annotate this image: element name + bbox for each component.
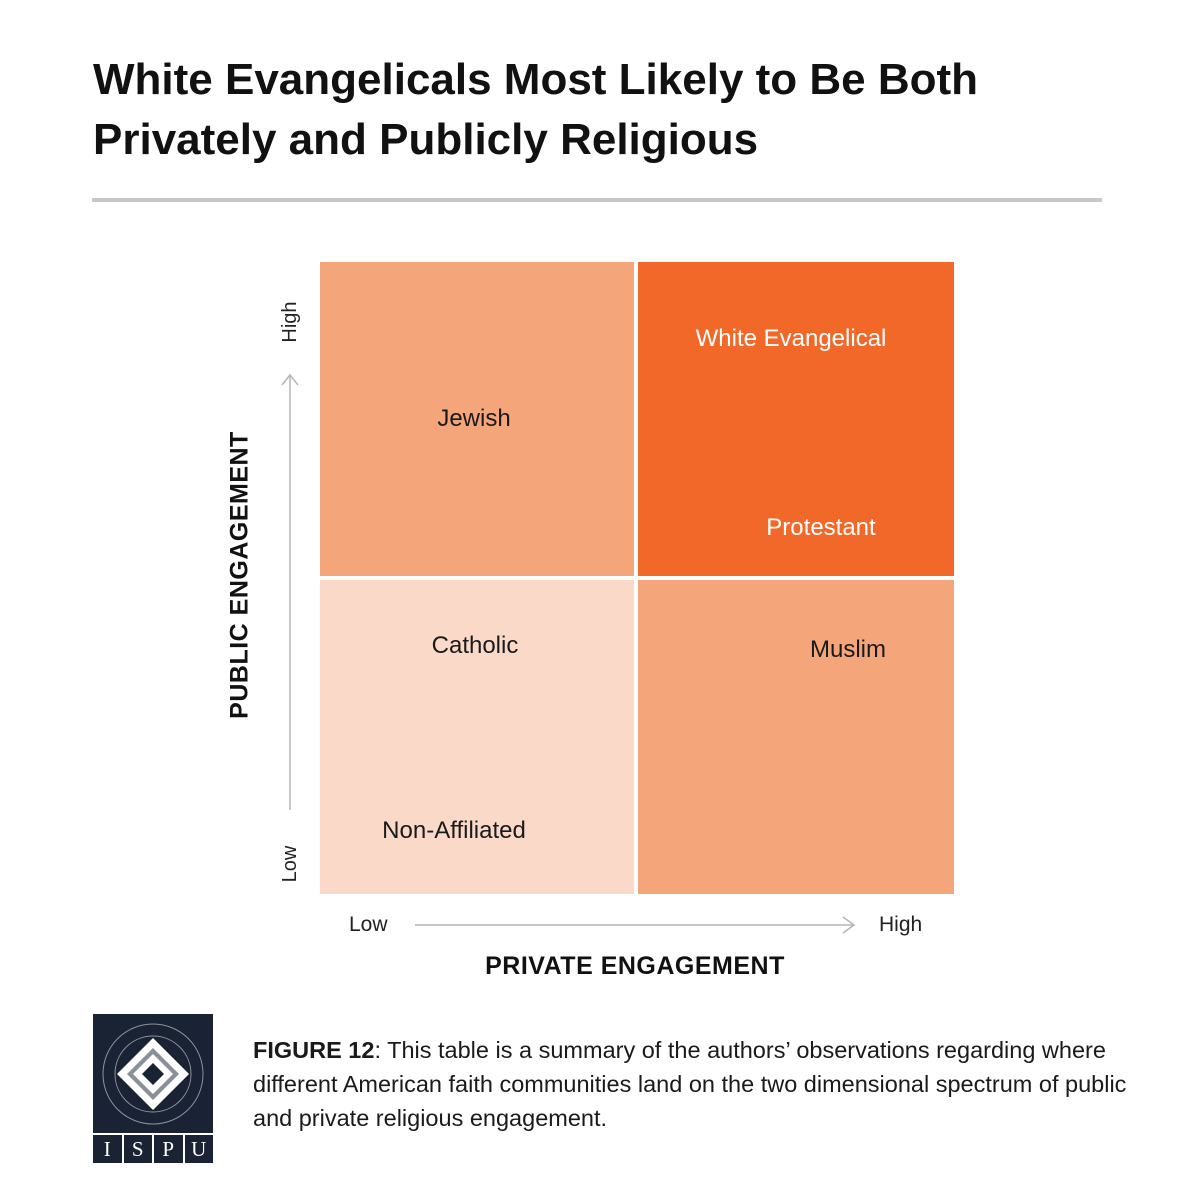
quadrant-bottom-right xyxy=(638,580,954,894)
logo-letter: P xyxy=(152,1135,183,1163)
ispu-logo: I S P U xyxy=(93,1014,213,1163)
ispu-letters: I S P U xyxy=(93,1133,213,1163)
logo-letter: I xyxy=(103,1137,111,1161)
x-axis-high-label: High xyxy=(879,913,923,936)
quadrant-top-left xyxy=(320,262,634,576)
y-axis-arrow xyxy=(281,373,299,810)
logo-letter: U xyxy=(182,1135,214,1163)
x-axis-arrow xyxy=(415,916,856,934)
ispu-emblem-icon xyxy=(102,1023,204,1125)
quadrant-bottom-left xyxy=(320,580,634,894)
figure-label: FIGURE 12 xyxy=(253,1037,375,1063)
y-axis-high-label: High xyxy=(279,301,301,343)
chart-title: White Evangelicals Most Likely to Be Bot… xyxy=(93,50,1103,170)
x-axis-title: PRIVATE ENGAGEMENT xyxy=(485,952,785,980)
label-non-affiliated: Non-Affiliated xyxy=(382,817,526,844)
title-divider xyxy=(92,198,1102,202)
title-line-1: White Evangelicals Most Likely to Be Bot… xyxy=(93,55,979,104)
caption-text: : This table is a summary of the authors… xyxy=(253,1037,1127,1131)
logo-letter: S xyxy=(121,1135,153,1163)
label-muslim: Muslim xyxy=(810,636,886,663)
label-white-evangelical: White Evangelical xyxy=(695,325,887,352)
label-jewish: Jewish xyxy=(437,405,511,432)
label-protestant: Protestant xyxy=(766,514,876,541)
figure-caption: FIGURE 12: This table is a summary of th… xyxy=(253,1033,1133,1135)
title-line-2: Privately and Publicly Religious xyxy=(93,115,759,164)
quadrant-top-right xyxy=(638,262,954,576)
y-axis-low-label: Low xyxy=(279,845,301,883)
x-axis-low-label: Low xyxy=(349,913,388,936)
label-catholic: Catholic xyxy=(431,632,519,659)
y-axis-title: PUBLIC ENGAGEMENT xyxy=(225,431,254,719)
